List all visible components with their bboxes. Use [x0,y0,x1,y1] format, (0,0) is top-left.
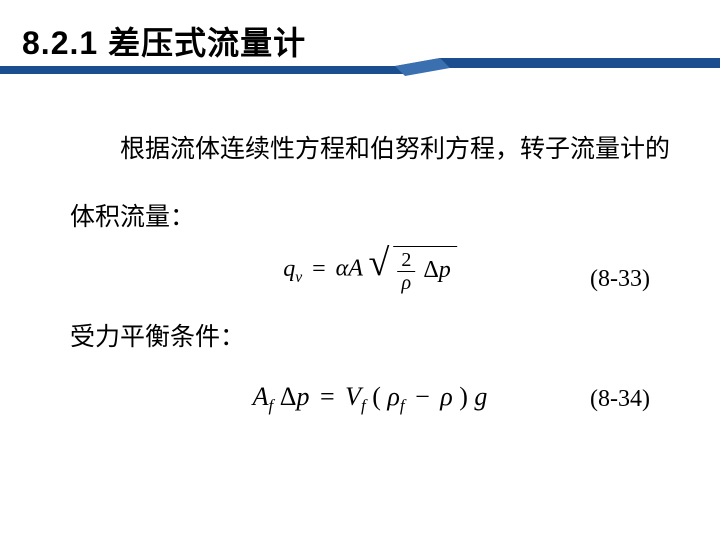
eq1-frac: 2 ρ [397,249,415,294]
equation-2-row: Af Δp = Vf ( ρf − ρ ) g (8-34) [70,366,670,428]
equation-1: qv = αA √ 2 ρ Δp [283,246,457,294]
slide-content: 根据流体连续性方程和伯努利方程，转子流量计的 体积流量： qv = αA √ 2… [0,90,720,428]
intro-text: 根据流体连续性方程和伯努利方程，转子流量计的 [70,130,670,170]
equation-2: Af Δp = Vf ( ρf − ρ ) g [253,376,488,419]
eq1-equals: = [312,256,326,282]
slide-header: 8.2.1 差压式流量计 [0,0,720,90]
equation-1-number: (8-33) [590,260,650,298]
eq1-alpha: α [336,256,349,282]
eq1-A: A [348,256,362,282]
eq1-sqrt: √ 2 ρ Δp [369,246,457,294]
equation-1-row: qv = αA √ 2 ρ Δp (8-33) [70,246,670,308]
label-force-balance: 受力平衡条件： [70,318,670,358]
eq1-lhs: qv [283,256,302,282]
header-decoration [0,58,720,94]
label-volume-flow: 体积流量： [70,198,670,238]
equation-2-number: (8-34) [590,380,650,418]
